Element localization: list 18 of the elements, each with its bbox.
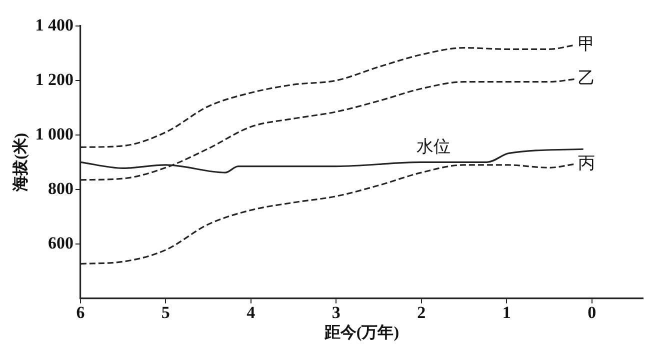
x-tick-label: 4 bbox=[246, 302, 256, 322]
y-tick-label: 1 000 bbox=[35, 124, 74, 144]
series-label: 甲 bbox=[578, 34, 595, 54]
y-tick-label: 1 400 bbox=[35, 15, 74, 34]
x-axis-title: 距今(万年) bbox=[323, 324, 400, 342]
x-tick-label: 6 bbox=[76, 302, 85, 322]
x-tick-label: 5 bbox=[161, 302, 170, 322]
series-label: 乙 bbox=[578, 68, 595, 88]
y-axis-title: 海拔(米) bbox=[12, 132, 30, 193]
series-label: 丙 bbox=[578, 154, 595, 173]
x-tick-label: 3 bbox=[332, 302, 340, 322]
x-tick-label: 1 bbox=[502, 302, 511, 322]
y-tick-label: 800 bbox=[48, 178, 74, 198]
x-tick-label: 0 bbox=[588, 302, 596, 322]
series-label: 水位 bbox=[416, 137, 450, 156]
y-tick-label: 1 200 bbox=[35, 70, 74, 89]
y-tick-label: 600 bbox=[48, 233, 74, 252]
x-tick-label: 2 bbox=[417, 302, 426, 322]
